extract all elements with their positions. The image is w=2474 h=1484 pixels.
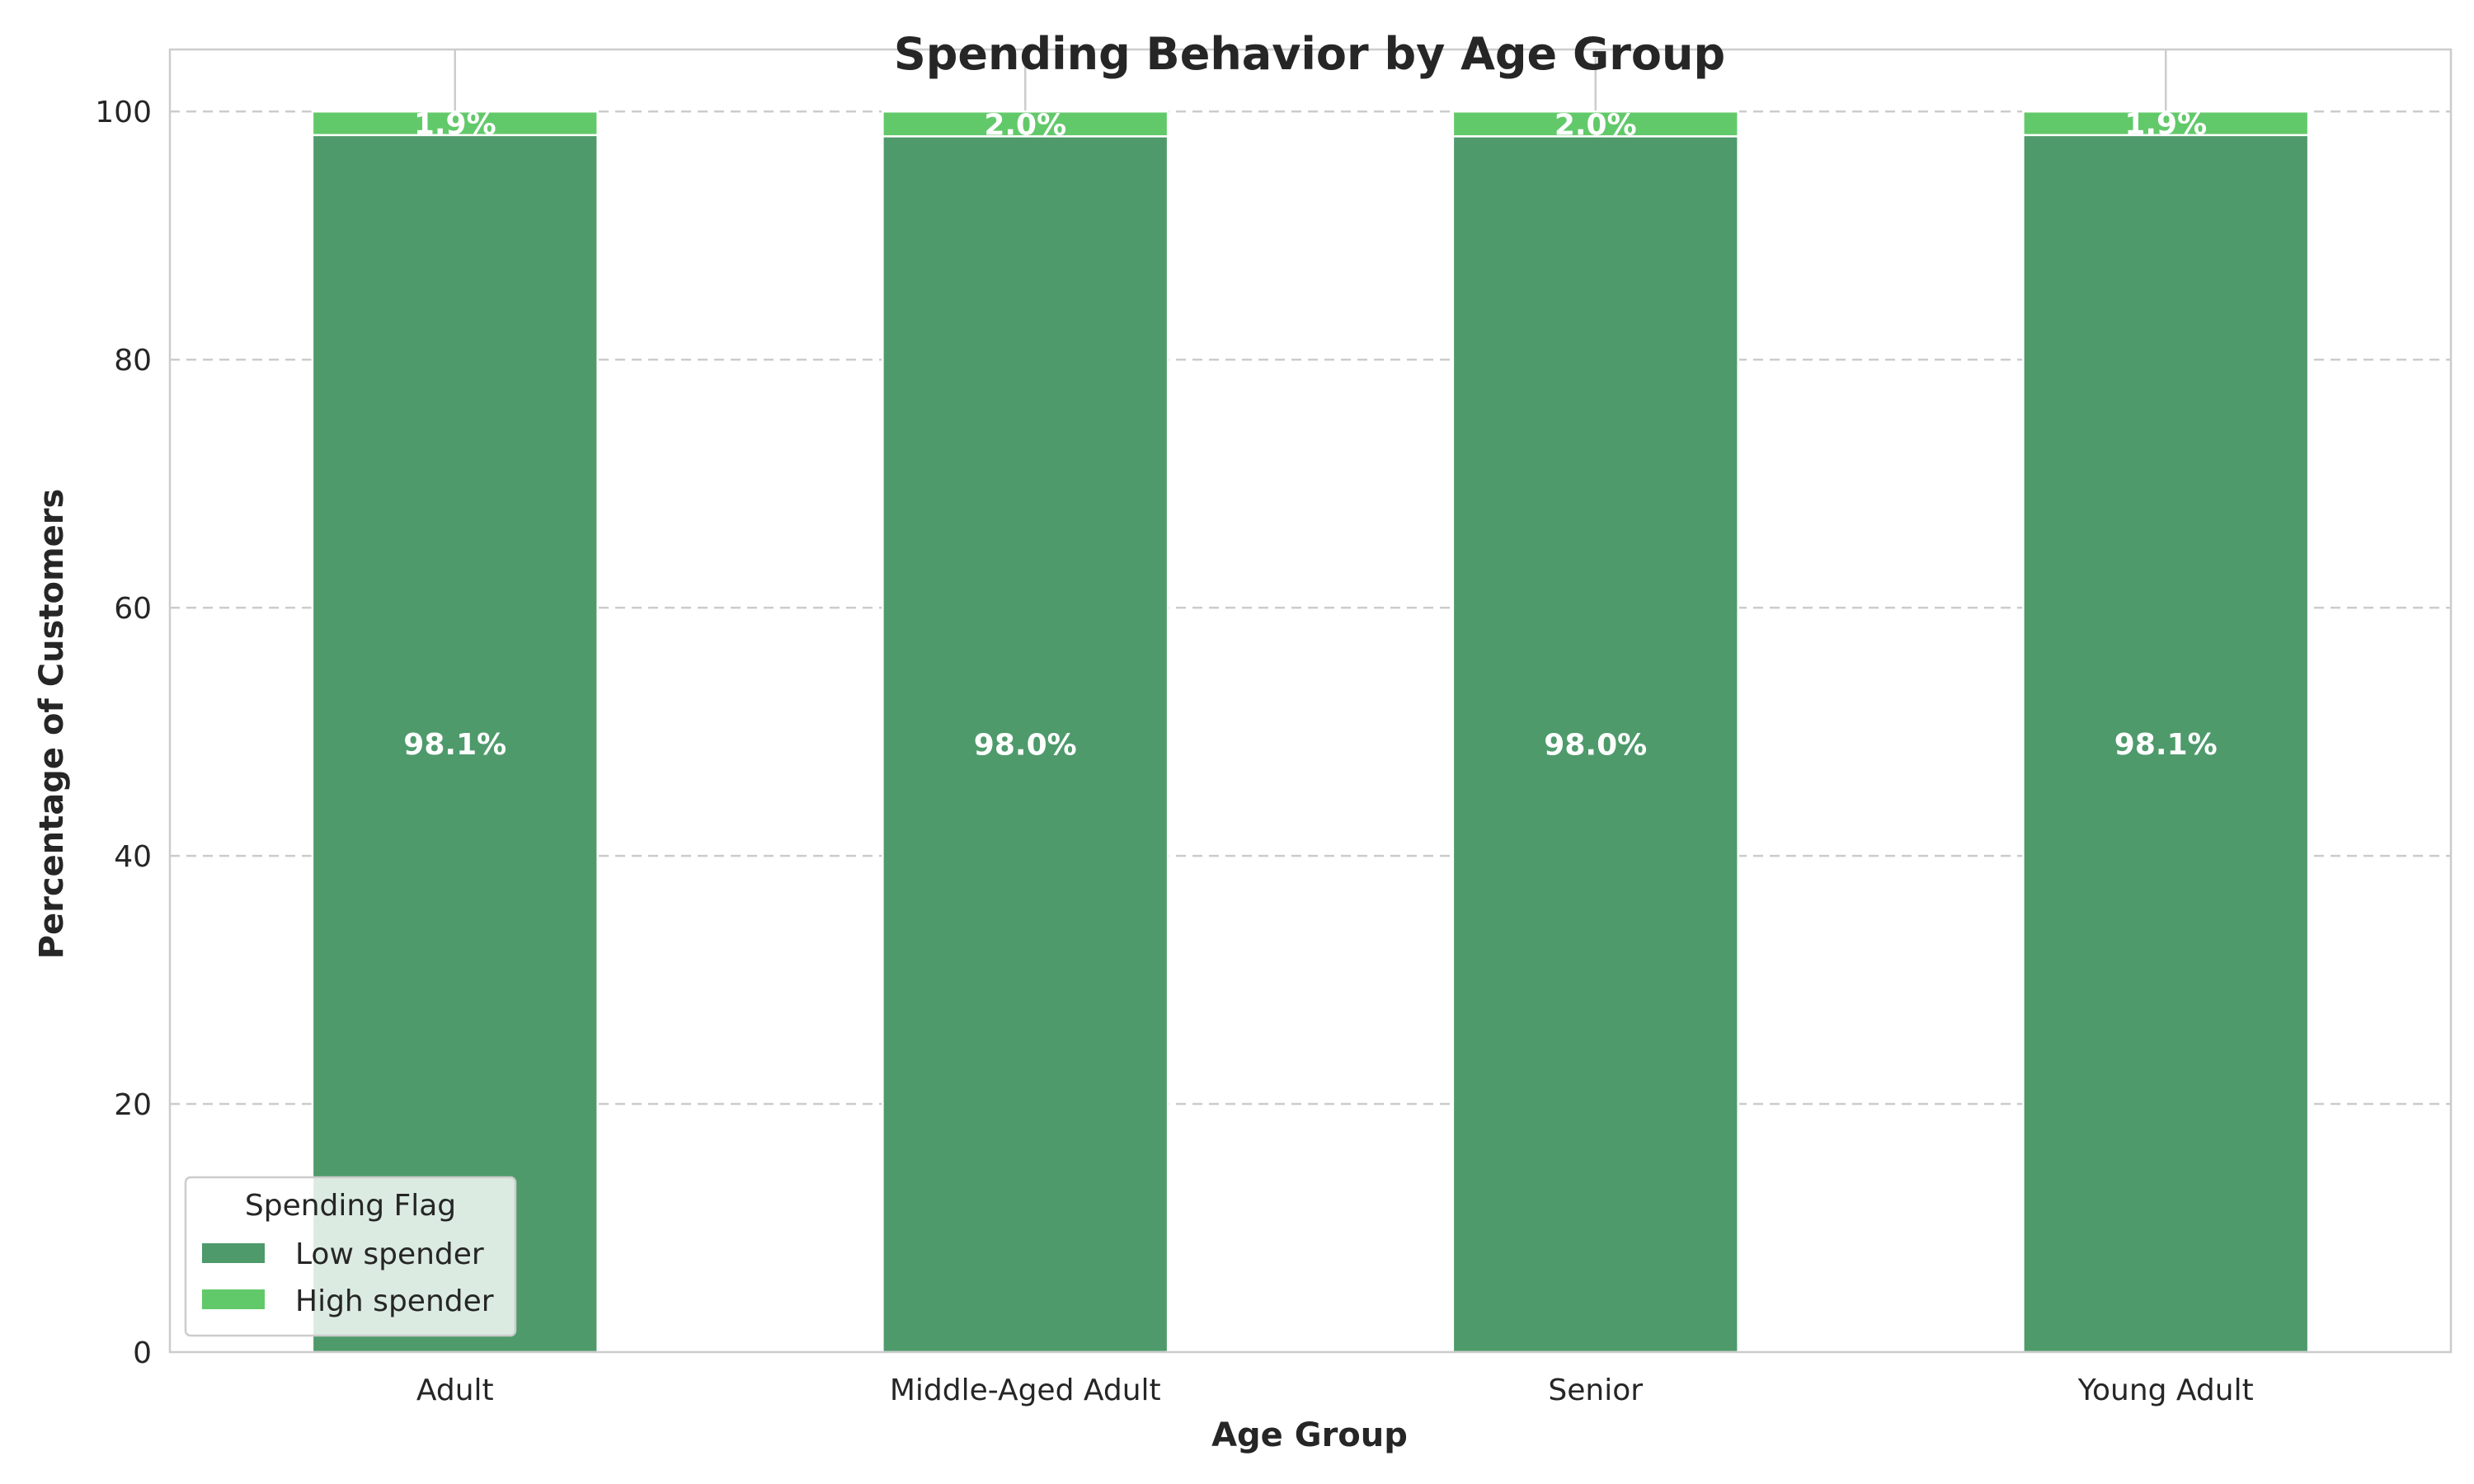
legend-swatch-high-spender	[202, 1289, 265, 1309]
bars	[311, 110, 2310, 1354]
x-tick-label: Young Adult	[2077, 1374, 2254, 1407]
x-tick-labels: Adult Middle-Aged Adult Senior Young Adult	[416, 1374, 2254, 1407]
y-tick-label: 40	[114, 840, 152, 874]
x-tick-label: Senior	[1548, 1374, 1643, 1407]
bar-high-spender	[311, 110, 599, 137]
bar-low-spender	[2022, 134, 2310, 1354]
bar-label-low-spender: 98.1%	[403, 728, 506, 762]
y-tick-label: 100	[95, 96, 152, 129]
bar-low-spender	[311, 134, 599, 1354]
bar-high-spender	[1451, 110, 1739, 138]
bar-label-high-spender: 1.9%	[414, 108, 496, 142]
plot-frame	[168, 48, 2453, 1354]
bar-label-low-spender: 98.0%	[974, 729, 1077, 763]
x-tick-label: Middle-Aged Adult	[890, 1374, 1161, 1407]
bar-label-low-spender: 98.0%	[1544, 729, 1647, 763]
y-tick-label: 0	[133, 1336, 152, 1370]
legend-box	[184, 1176, 517, 1337]
legend-swatch-low-spender	[202, 1243, 265, 1263]
legend-title: Spending Flag	[245, 1189, 456, 1223]
bar-high-spender	[2022, 110, 2310, 137]
bar-label-high-spender: 2.0%	[1554, 108, 1637, 142]
legend-label-high-spender: High spender	[295, 1284, 494, 1318]
legend: Spending Flag Low spender High spender	[184, 1176, 517, 1337]
bar-label-high-spender: 1.9%	[2124, 108, 2207, 142]
y-tick-label: 20	[114, 1088, 152, 1122]
bar-high-spender	[882, 110, 1169, 138]
bar-label-high-spender: 2.0%	[984, 108, 1066, 142]
x-tick-label: Adult	[416, 1374, 494, 1407]
y-tick-labels: 0 20 40 60 80 100	[95, 96, 152, 1370]
y-axis-label: Percentage of Customers	[33, 489, 71, 960]
bar-label-low-spender: 98.1%	[2114, 728, 2218, 762]
x-axis-label: Age Group	[1211, 1416, 1408, 1454]
y-tick-label: 60	[114, 592, 152, 626]
y-tick-label: 80	[114, 344, 152, 378]
legend-label-low-spender: Low spender	[295, 1237, 484, 1271]
bar-labels: 98.1% 1.9% 98.0% 2.0% 98.0% 2.0% 98.1% 1.9%	[403, 108, 2217, 763]
chart-title: Spending Behavior by Age Group	[894, 28, 1725, 80]
bar-low-spender	[1451, 135, 1739, 1354]
